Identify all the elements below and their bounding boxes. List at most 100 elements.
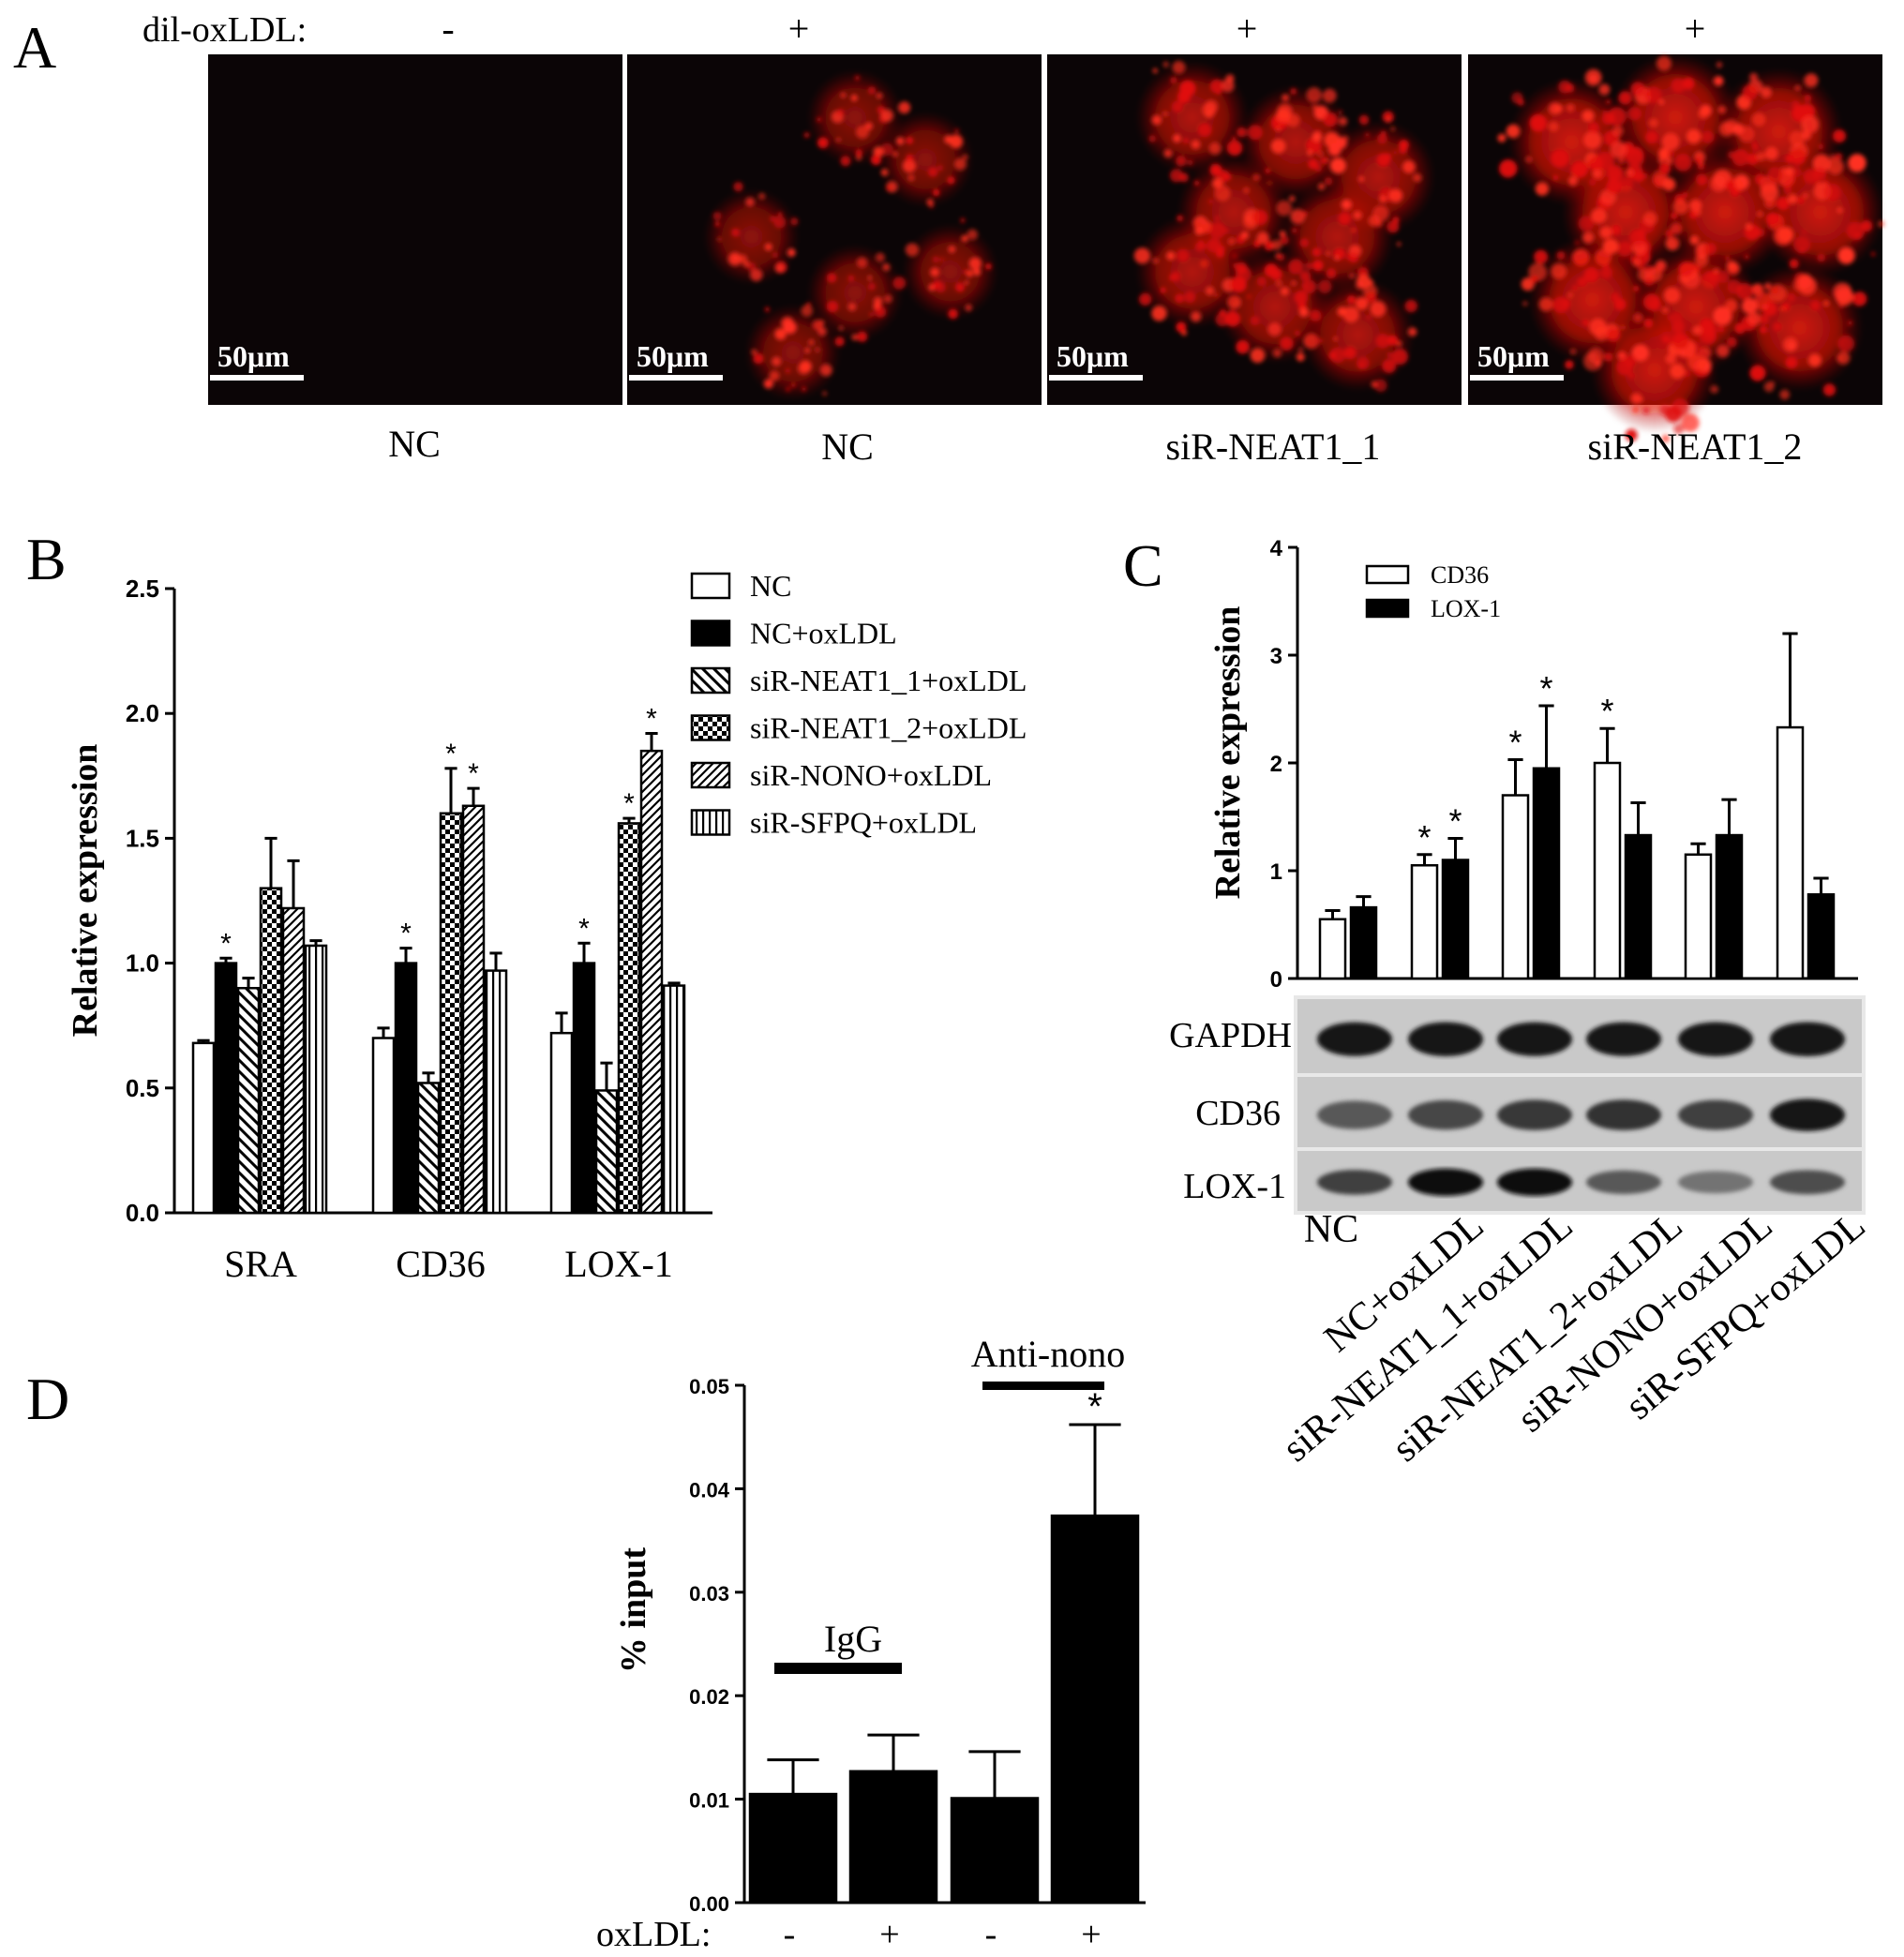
panel-b-ylabel: Relative expression <box>66 744 105 1038</box>
vesicle <box>1291 280 1297 286</box>
blot-band <box>1408 1022 1483 1056</box>
blot-band <box>1497 1099 1572 1130</box>
vesicle <box>1804 94 1812 102</box>
vesicle <box>1818 143 1824 150</box>
vesicle <box>801 386 807 392</box>
x-category-label: CD36 <box>396 1243 486 1285</box>
blot-label-cd36: CD36 <box>1195 1094 1281 1133</box>
significance-mark: * <box>445 739 457 769</box>
vesicle <box>1627 372 1635 380</box>
x-category-label: LOX-1 <box>564 1243 673 1285</box>
y-tick-label: 4 <box>1270 536 1283 561</box>
cell-glow <box>703 187 801 285</box>
vesicle <box>797 363 810 375</box>
caption-1: NC <box>388 423 441 465</box>
vesicle <box>1626 169 1634 177</box>
vesicle <box>1695 209 1702 217</box>
vesicle <box>1678 261 1694 277</box>
blot-band <box>1678 1022 1753 1056</box>
vesicle <box>1633 171 1645 183</box>
vesicle <box>1290 87 1297 95</box>
vesicle <box>873 296 883 306</box>
vesicle <box>1765 212 1779 226</box>
vesicle <box>1552 174 1559 181</box>
vesicle <box>1233 254 1237 259</box>
vesicle <box>851 334 859 341</box>
vesicle <box>868 282 876 291</box>
vesicle <box>1413 173 1422 183</box>
significance-mark: * <box>468 758 479 789</box>
oxldl-sign: + <box>879 1915 899 1954</box>
blot-band <box>1408 1168 1483 1196</box>
vesicle <box>1571 160 1589 178</box>
vesicle <box>1725 256 1730 261</box>
vesicle <box>1349 273 1355 278</box>
vesicle <box>1672 199 1688 215</box>
vesicle <box>1133 247 1150 264</box>
vesicle <box>1589 318 1607 336</box>
vesicle <box>815 347 820 352</box>
vesicle <box>1556 250 1566 260</box>
scale-bar-label: 50μm <box>1477 339 1550 373</box>
blot-band <box>1317 1100 1392 1129</box>
vesicle <box>963 269 967 274</box>
vesicle <box>927 167 938 177</box>
vesicle <box>1387 351 1393 359</box>
vesicle <box>1714 76 1724 86</box>
bar <box>439 812 463 1215</box>
vesicle <box>1600 266 1613 279</box>
vesicle <box>1384 153 1392 161</box>
vesicle <box>1264 263 1279 277</box>
vesicle <box>855 149 862 157</box>
vesicle <box>1789 148 1807 166</box>
vesicle <box>1813 167 1827 181</box>
oxldl-sign: - <box>784 1915 796 1954</box>
vesicle <box>1235 261 1248 275</box>
vesicle <box>1762 304 1768 309</box>
vesicle <box>786 387 790 392</box>
vesicle <box>1538 297 1553 311</box>
vesicle <box>1672 333 1689 350</box>
vesicle <box>1779 389 1791 400</box>
vesicle <box>1837 351 1851 365</box>
vesicle <box>1367 315 1372 320</box>
vesicle <box>902 158 917 173</box>
vesicle <box>1749 365 1766 381</box>
vesicle <box>1713 306 1732 326</box>
vesicle <box>1812 154 1831 172</box>
vesicle <box>1602 238 1619 255</box>
vesicle <box>1175 293 1184 304</box>
vesicle <box>1661 434 1671 443</box>
vesicle <box>1603 352 1613 362</box>
vesicle <box>1599 226 1612 239</box>
vesicle <box>1193 180 1200 187</box>
vesicle <box>1760 183 1779 202</box>
vesicle <box>1374 379 1387 393</box>
vesicle <box>1209 79 1224 94</box>
vesicle <box>1672 424 1685 435</box>
vesicle <box>1835 153 1843 160</box>
vesicle <box>1699 318 1715 333</box>
vesicle <box>1151 306 1167 321</box>
vesicle <box>1738 126 1755 142</box>
fluorescence-signal <box>1497 53 1885 443</box>
significance-mark: * <box>220 928 232 959</box>
vesicle <box>1220 308 1226 316</box>
vesicle <box>1323 112 1338 127</box>
y-tick-label: 2.5 <box>126 575 159 603</box>
vesicle <box>1342 199 1352 210</box>
vesicle <box>817 117 822 123</box>
panel-d: D % input 0.000.010.020.030.040.05- + -*+ … <box>26 1333 1146 1954</box>
vesicle <box>1290 209 1306 224</box>
vesicle <box>1256 232 1269 245</box>
vesicle <box>1846 221 1866 241</box>
vesicle <box>758 192 766 200</box>
vesicle <box>1764 283 1771 290</box>
bar <box>1410 864 1439 980</box>
scale-bar-label: 50μm <box>637 339 709 373</box>
vesicle <box>875 306 887 318</box>
vesicle <box>808 339 815 346</box>
vesicle <box>954 282 966 292</box>
vesicle <box>1642 211 1657 226</box>
significance-mark: * <box>1508 724 1522 762</box>
